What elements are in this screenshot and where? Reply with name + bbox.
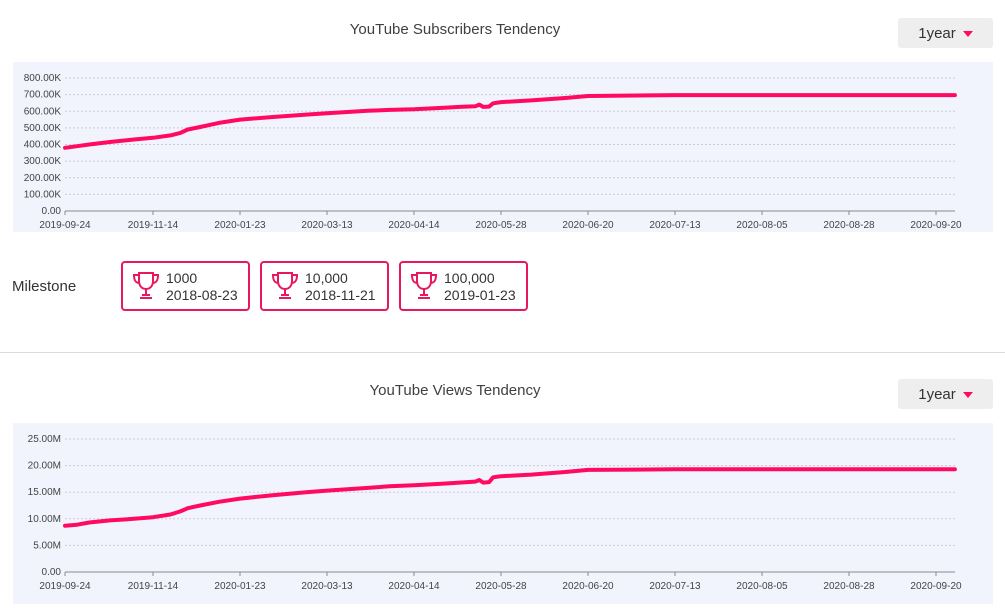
subscribers-chart-title: YouTube Subscribers Tendency <box>349 21 561 38</box>
views-chart-title: YouTube Views Tendency <box>369 382 541 399</box>
y-tick-label: 700.00K <box>24 90 62 101</box>
x-tick-label: 2020-07-13 <box>649 220 701 231</box>
y-tick-label: 5.00M <box>33 540 61 551</box>
x-tick-label: 2020-01-23 <box>214 581 266 592</box>
milestone-value: 1000 <box>166 270 198 286</box>
milestone-date: 2018-11-21 <box>305 287 376 303</box>
subscribers-line-chart: 0.00 100.00K 200.00K 300.00K 400.00K 500.00K 6… <box>24 73 962 231</box>
y-tick-label: 800.00K <box>24 73 62 84</box>
series-line <box>63 467 957 528</box>
y-tick-label: 0.00 <box>42 206 62 217</box>
milestone-date: 2018-08-23 <box>166 287 238 303</box>
milestone-value: 10,000 <box>305 270 348 286</box>
subscribers-chart-panel: 0.00 100.00K 200.00K 300.00K 400.00K 500.00K 6… <box>13 62 993 232</box>
x-tick-label: 2020-07-13 <box>649 581 701 592</box>
trophy-icon <box>410 272 438 299</box>
milestone-card[interactable]: 10,000 2018-11-21 <box>260 261 389 311</box>
x-tick-label: 2020-08-28 <box>823 581 875 592</box>
x-tick-label: 2020-04-14 <box>388 220 440 231</box>
y-tick-label: 300.00K <box>24 156 62 167</box>
x-tick-label: 2020-05-28 <box>475 581 527 592</box>
y-tick-label: 100.00K <box>24 189 62 200</box>
y-tick-label: 25.00M <box>28 434 61 445</box>
x-tick-label: 2019-11-14 <box>128 220 179 231</box>
x-tick-label: 2019-09-24 <box>39 581 91 592</box>
milestone-card[interactable]: 1000 2018-08-23 <box>121 261 250 311</box>
x-tick-label: 2020-01-23 <box>214 220 266 231</box>
caret-down-icon <box>962 391 973 398</box>
y-tick-label: 20.00M <box>28 461 61 472</box>
caret-down-icon <box>962 30 973 37</box>
y-tick-label: 400.00K <box>24 140 62 151</box>
views-line-chart: 0.00 5.00M 10.00M 15.00M 20.00M 25.00M 2019-09… <box>28 434 962 592</box>
x-tick-label: 2020-03-13 <box>301 581 353 592</box>
views-range-label: 1year <box>918 385 956 403</box>
y-tick-label: 0.00 <box>42 567 62 578</box>
milestone-card[interactable]: 100,000 2019-01-23 <box>399 261 528 311</box>
section-divider <box>0 352 1005 353</box>
x-tick-label: 2019-11-14 <box>128 581 179 592</box>
x-tick-label: 2020-06-20 <box>562 220 614 231</box>
x-tick-label: 2020-06-20 <box>562 581 614 592</box>
milestone-value: 100,000 <box>444 270 495 286</box>
milestone-date: 2019-01-23 <box>444 287 516 303</box>
milestone-label: Milestone <box>12 278 77 295</box>
x-tick-label: 2020-05-28 <box>475 220 527 231</box>
x-tick-label: 2020-03-13 <box>301 220 353 231</box>
y-tick-label: 200.00K <box>24 173 62 184</box>
subscribers-range-dropdown[interactable]: 1year <box>898 18 993 48</box>
y-tick-label: 15.00M <box>28 487 61 498</box>
subscribers-range-label: 1year <box>918 24 956 42</box>
y-tick-label: 500.00K <box>24 123 62 134</box>
x-tick-label: 2020-09-20 <box>910 220 962 231</box>
x-tick-label: 2020-08-28 <box>823 220 875 231</box>
x-tick-label: 2020-08-05 <box>736 581 788 592</box>
views-range-dropdown[interactable]: 1year <box>898 379 993 409</box>
y-tick-label: 600.00K <box>24 106 62 117</box>
views-chart-panel: 0.00 5.00M 10.00M 15.00M 20.00M 25.00M 2019-09… <box>13 423 993 604</box>
y-tick-label: 10.00M <box>28 514 61 525</box>
trophy-icon <box>132 272 160 299</box>
x-tick-label: 2020-04-14 <box>388 581 440 592</box>
x-tick-label: 2020-09-20 <box>910 581 962 592</box>
trophy-icon <box>271 272 299 299</box>
x-tick-label: 2019-09-24 <box>39 220 91 231</box>
series-line <box>63 93 957 150</box>
x-tick-label: 2020-08-05 <box>736 220 788 231</box>
